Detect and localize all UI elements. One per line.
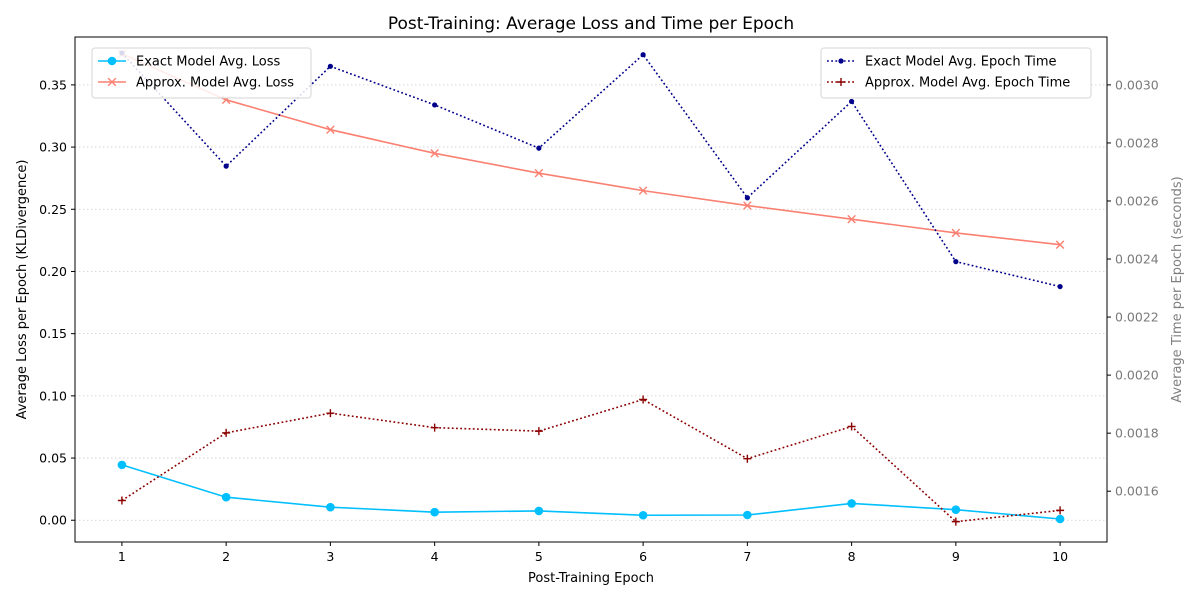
x-tick-label: 2 xyxy=(222,549,230,564)
data-point xyxy=(951,228,961,238)
legend-left: Exact Model Avg. Loss Approx. Model Avg. … xyxy=(91,47,312,99)
data-point xyxy=(117,496,126,505)
x-tick-label: 10 xyxy=(1052,549,1068,564)
right-tick-label: 0.0028 xyxy=(1115,135,1159,150)
x-tick-label: 3 xyxy=(326,549,334,564)
right-tick-label: 0.0018 xyxy=(1115,426,1159,441)
data-point xyxy=(534,168,544,178)
data-point xyxy=(849,98,855,105)
data-point xyxy=(536,145,542,151)
data-point xyxy=(639,395,648,404)
legend-box xyxy=(820,47,1092,99)
right-y-axis: 0.0016 0.0018 0.0020 0.0022 0.0024 0.0026 0.00… xyxy=(1107,77,1159,499)
data-point xyxy=(743,201,752,210)
data-point xyxy=(117,460,127,470)
legend-label: Approx. Model Avg. Loss xyxy=(136,76,294,91)
data-point xyxy=(1055,514,1065,524)
left-tick-label: 0.35 xyxy=(39,77,67,92)
right-tick-label: 0.0026 xyxy=(1115,193,1159,208)
right-tick-label: 0.0016 xyxy=(1115,484,1159,499)
data-point xyxy=(430,423,439,432)
data-point xyxy=(743,510,752,520)
data-point xyxy=(327,63,333,69)
right-y-axis-label: Average Time per Epoch (seconds) xyxy=(1170,176,1185,402)
data-point xyxy=(638,510,648,520)
series-line xyxy=(121,52,1061,288)
legend-label: Exact Model Avg. Loss xyxy=(136,55,280,70)
x-axis-label: Post-Training Epoch xyxy=(528,571,654,586)
data-point xyxy=(640,52,646,58)
left-tick-label: 0.25 xyxy=(39,202,67,217)
series-layer xyxy=(117,49,1065,526)
data-point xyxy=(326,502,335,512)
data-point xyxy=(430,149,439,158)
data-point xyxy=(951,505,961,514)
right-tick-label: 0.0020 xyxy=(1115,368,1159,383)
x-axis: 1 2 3 4 5 6 7 8 9 10 xyxy=(118,542,1068,564)
left-y-axis: 0.00 0.05 0.10 0.15 0.20 0.25 0.30 0.35 xyxy=(39,77,75,528)
x-tick-label: 6 xyxy=(639,549,647,564)
legend-swatch-marker xyxy=(838,58,844,64)
series-line xyxy=(121,464,1061,520)
right-tick-label: 0.0030 xyxy=(1115,77,1159,92)
legend-right: Exact Model Avg. Epoch Time Approx. Model… xyxy=(820,47,1092,99)
data-point xyxy=(222,428,231,437)
legend-swatch-marker xyxy=(107,56,117,66)
series-1 xyxy=(117,460,1065,524)
legend-box xyxy=(91,47,312,99)
data-point xyxy=(1057,283,1063,290)
series-line xyxy=(121,398,1061,523)
data-point xyxy=(223,163,229,169)
data-point xyxy=(221,492,231,502)
left-tick-label: 0.00 xyxy=(39,513,67,528)
data-point xyxy=(432,102,438,108)
data-point xyxy=(953,259,959,265)
left-tick-label: 0.20 xyxy=(39,264,67,279)
x-tick-label: 4 xyxy=(431,549,439,564)
right-tick-label: 0.0022 xyxy=(1115,310,1159,325)
data-point xyxy=(1055,240,1065,250)
data-point xyxy=(326,409,335,418)
data-point xyxy=(430,507,439,517)
series-4 xyxy=(117,395,1065,526)
series-line xyxy=(121,53,1061,246)
plot-frame xyxy=(74,36,1108,543)
data-point xyxy=(534,506,544,516)
legend-label: Approx. Model Avg. Epoch Time xyxy=(865,76,1070,91)
left-tick-label: 0.10 xyxy=(39,388,67,403)
data-point xyxy=(847,214,856,224)
x-tick-label: 8 xyxy=(848,549,856,564)
data-point xyxy=(743,454,752,463)
data-point xyxy=(847,499,856,508)
chart-title: Post-Training: Average Loss and Time per… xyxy=(388,14,794,34)
legend-swatch-marker xyxy=(837,78,845,86)
data-point xyxy=(847,422,856,431)
left-tick-label: 0.30 xyxy=(39,140,67,155)
left-y-axis-label: Average Loss per Epoch (KLDivergence) xyxy=(15,160,30,420)
data-point xyxy=(534,427,543,436)
left-tick-label: 0.15 xyxy=(39,326,67,341)
left-tick-label: 0.05 xyxy=(39,451,67,466)
x-tick-label: 9 xyxy=(952,549,960,564)
legend-label: Exact Model Avg. Epoch Time xyxy=(865,55,1057,70)
legend-swatch-marker xyxy=(107,77,117,87)
data-point xyxy=(744,195,750,201)
data-point xyxy=(638,186,648,195)
x-tick-label: 5 xyxy=(535,549,543,564)
data-point xyxy=(1056,506,1065,515)
right-tick-label: 0.0024 xyxy=(1115,252,1159,267)
x-tick-label: 7 xyxy=(743,549,751,564)
x-tick-label: 1 xyxy=(118,549,126,564)
data-point xyxy=(326,125,335,134)
data-point xyxy=(951,517,960,526)
